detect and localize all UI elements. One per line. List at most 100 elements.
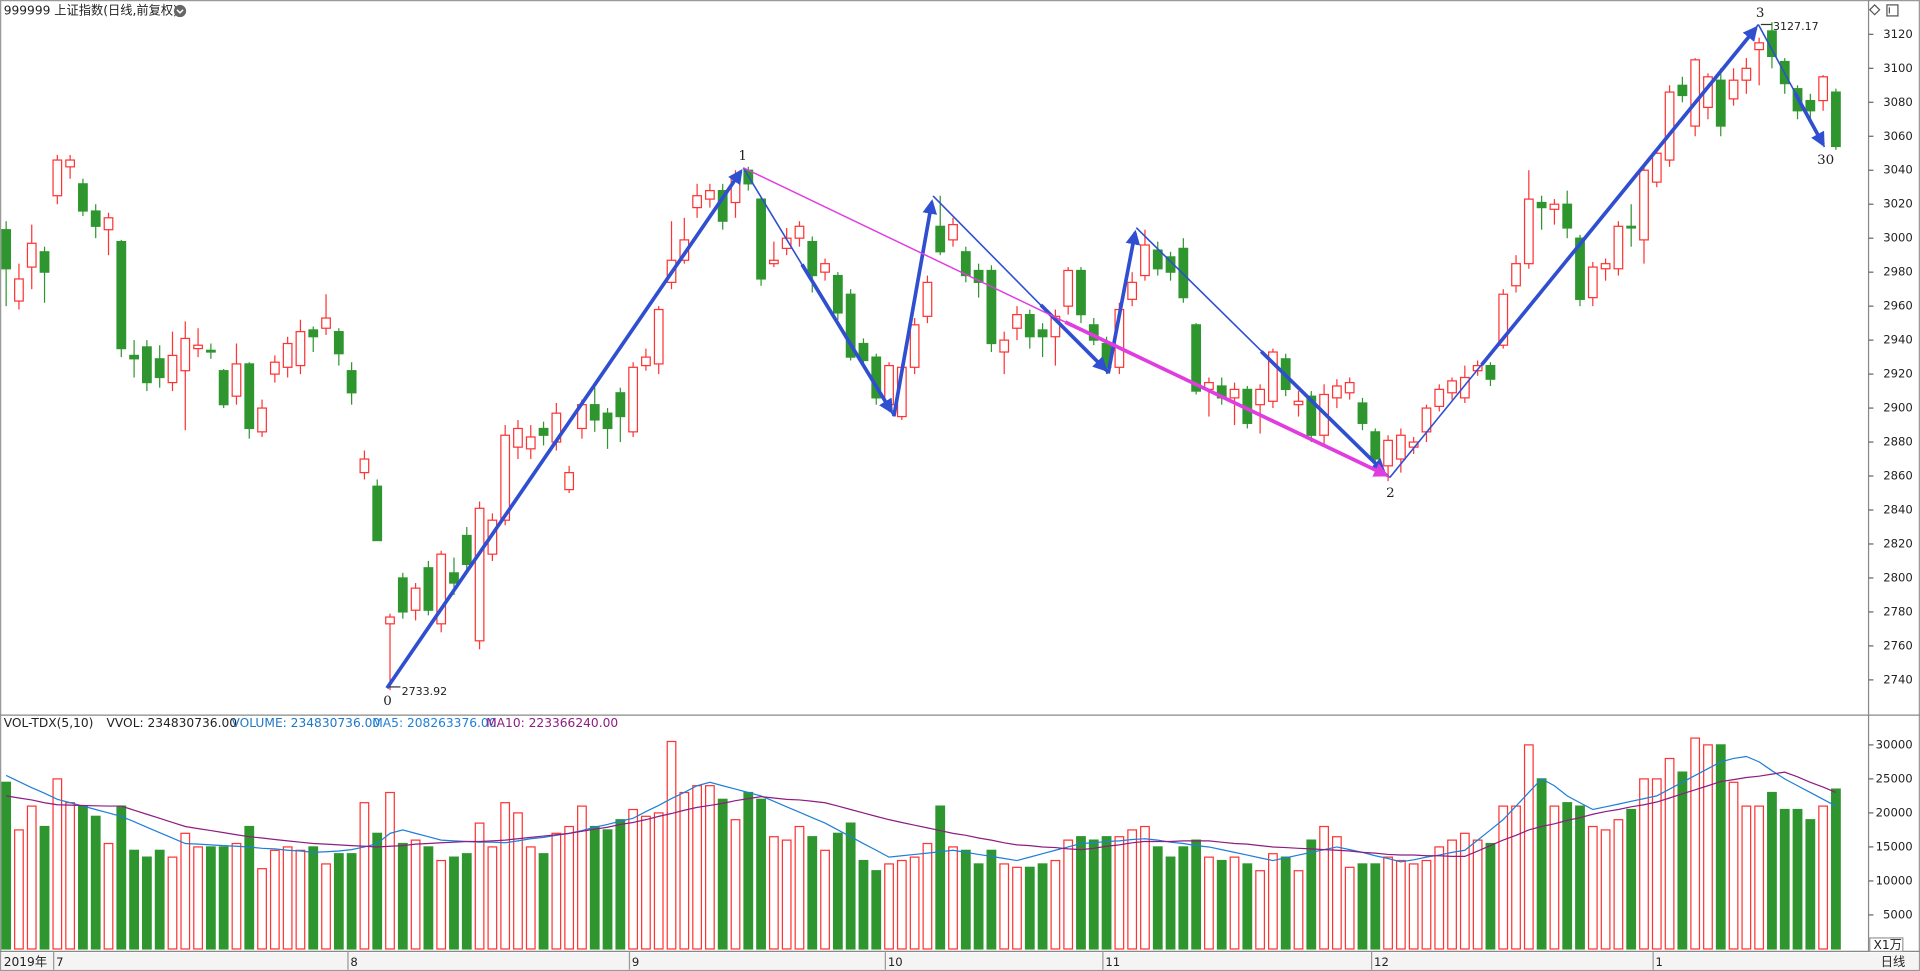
candle-body: [500, 434, 511, 521]
volume-bar: [538, 853, 549, 950]
candle-body: [845, 293, 856, 358]
candle-body: [167, 354, 178, 384]
candle-body: [1140, 244, 1150, 277]
candle-body: [1229, 388, 1240, 399]
period-label: 日线: [1881, 955, 1905, 969]
y-tick-label: 2800: [1883, 570, 1913, 584]
unit-label: X1万: [1873, 938, 1901, 952]
candle-body: [1152, 249, 1163, 270]
volume-bar: [1523, 744, 1534, 950]
low-label: 2733.92: [402, 685, 448, 698]
candle-body: [1523, 198, 1534, 265]
candle-body: [205, 349, 216, 353]
candle-body: [1741, 67, 1752, 81]
candle-body: [1268, 351, 1278, 402]
x-tick-label: 7: [56, 955, 63, 969]
candle-body: [78, 183, 88, 212]
volume-bar: [1319, 825, 1329, 950]
candle-body: [948, 223, 958, 241]
volume-bar: [26, 805, 37, 950]
volume-bar: [1498, 805, 1509, 950]
x-axis-strip: [1, 952, 1919, 970]
volume-bar: [948, 846, 958, 950]
volume-bar: [500, 802, 511, 950]
candle-body: [1076, 269, 1086, 316]
volume-bar: [141, 856, 152, 950]
box-icon[interactable]: [1886, 4, 1899, 17]
volume-title: VOL-TDX(5,10): [4, 716, 94, 730]
volume-bar: [551, 832, 562, 950]
candle-body: [333, 331, 344, 355]
volume-bar: [1651, 778, 1662, 950]
volume-bar: [1280, 856, 1291, 950]
candle-body: [525, 436, 536, 450]
candle-body: [1728, 79, 1739, 100]
candle-body: [1255, 388, 1266, 406]
volume-bar: [129, 849, 139, 950]
legend-ma5: MA5: 208263376.00: [372, 716, 496, 730]
volume-bar: [513, 812, 523, 950]
y-tick-label: 25000: [1876, 771, 1913, 785]
y-tick-label: 2940: [1883, 333, 1913, 347]
volume-bar: [1792, 808, 1803, 950]
volume-bar: [449, 856, 459, 950]
volume-bar: [1255, 870, 1266, 950]
candle-body: [1831, 91, 1841, 148]
candle-body: [1575, 237, 1585, 300]
volume-bar: [359, 802, 370, 950]
volume-bar: [1562, 802, 1573, 950]
candle-body: [1434, 388, 1445, 407]
wave-line: [385, 169, 743, 690]
candle-body: [1485, 364, 1496, 380]
menu-icon[interactable]: [173, 4, 187, 18]
volume-bar: [1549, 805, 1560, 950]
volume-bar: [218, 846, 229, 950]
candle-body: [1498, 293, 1509, 346]
year-label: 2019年: [4, 955, 47, 969]
candle-body: [615, 392, 626, 418]
volume-bar: [756, 798, 766, 950]
volume-bar: [14, 829, 24, 950]
diamond-icon[interactable]: [1868, 4, 1881, 16]
volume-bar: [1600, 829, 1611, 950]
y-tick-label: 3120: [1883, 27, 1913, 41]
candle-body: [1191, 324, 1202, 392]
volume-bar: [1805, 819, 1816, 950]
candle-body: [359, 458, 370, 474]
volume-bar: [78, 805, 88, 950]
volume-bar: [1140, 825, 1150, 950]
volume-bar: [1511, 805, 1521, 950]
unit-box: [1869, 937, 1904, 953]
candle-body: [1063, 269, 1074, 307]
volume-bar: [820, 849, 830, 950]
volume-bar: [1639, 778, 1649, 950]
y-tick-label: 2920: [1883, 367, 1913, 381]
y-tick-label: 3100: [1883, 61, 1913, 75]
volume-bar: [1664, 757, 1675, 950]
volume-bar: [564, 825, 575, 950]
candle-body: [180, 337, 191, 372]
wave-line: [892, 199, 938, 417]
candle-body: [410, 587, 421, 611]
volume-bar: [743, 791, 754, 950]
candle-body: [628, 366, 639, 433]
volume-bar: [385, 791, 395, 950]
volume-bar: [960, 849, 971, 950]
y-tick-label: 2740: [1883, 672, 1913, 686]
candle-body: [705, 190, 715, 200]
candle-body: [1165, 256, 1176, 273]
volume-bar: [1229, 856, 1240, 950]
candle-body: [935, 225, 946, 253]
volume-bar: [1459, 832, 1470, 950]
volume-bar: [116, 805, 127, 950]
volume-bar: [1101, 836, 1112, 950]
candle-body: [1613, 225, 1624, 270]
candle-body: [794, 225, 805, 239]
x-tick-label: 12: [1374, 955, 1389, 969]
y-tick-label: 3000: [1883, 231, 1913, 245]
volume-bar: [1818, 805, 1829, 950]
volume-bar: [474, 822, 485, 950]
y-tick-label: 5000: [1883, 907, 1913, 921]
volume-bar: [244, 825, 255, 950]
